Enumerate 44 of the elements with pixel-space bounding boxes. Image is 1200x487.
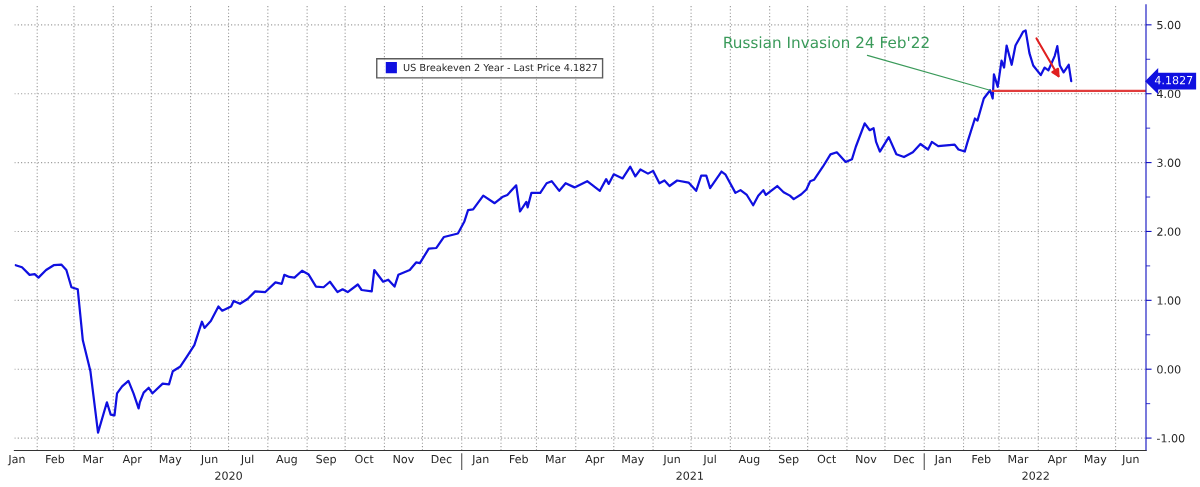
x-tick-label: Jan bbox=[934, 454, 951, 466]
x-tick-label: Oct bbox=[817, 454, 837, 464]
x-tick-label: Aug bbox=[738, 454, 760, 466]
x-tick-label: Sep bbox=[316, 454, 336, 466]
x2-tick-label: 2020 bbox=[215, 471, 242, 480]
x-tick-label: Nov bbox=[393, 454, 414, 464]
x-tick-label: Dec bbox=[431, 454, 452, 464]
x-tick-label: May bbox=[622, 454, 644, 466]
x-tick-label: Jun bbox=[1121, 454, 1139, 466]
x-tick-label: Oct bbox=[355, 454, 374, 464]
annotation: Russian Invasion 24 Feb'22 bbox=[724, 36, 929, 49]
y-tick-label: 1.00 bbox=[1157, 296, 1181, 305]
x-tick-label: May bbox=[1084, 454, 1107, 466]
x-tick-label: Jun bbox=[662, 454, 680, 466]
x-tick-label: Jul bbox=[240, 454, 254, 466]
x-tick-label: Feb bbox=[972, 454, 991, 464]
x-tick-label: Mar bbox=[83, 454, 104, 464]
x-tick-label: Nov bbox=[856, 454, 877, 464]
x-tick-label: Feb bbox=[46, 454, 65, 464]
y-tick-label: -1.00 bbox=[1156, 434, 1185, 443]
x-tick-label: Dec bbox=[894, 454, 915, 464]
y-tick-label: 2.00 bbox=[1157, 227, 1181, 236]
x-tick-label: Jul bbox=[702, 454, 716, 466]
legend-label: US Breakeven 2 Year - Last Price 4.1827 bbox=[403, 63, 597, 72]
x-tick-label: Sep bbox=[778, 454, 799, 466]
x-tick-label: Jan bbox=[471, 454, 489, 466]
x2-tick-label: 2022 bbox=[1022, 471, 1049, 480]
x-tick-label: Apr bbox=[122, 454, 142, 466]
line-series bbox=[14, 29, 1073, 434]
x-tick-label: Jan bbox=[7, 454, 25, 466]
x-tick-label: Jun bbox=[200, 454, 218, 466]
x2-tick-label: 2021 bbox=[676, 471, 703, 480]
x-tick-label: May bbox=[159, 454, 182, 466]
x-tick-label: Mar bbox=[1008, 454, 1029, 464]
y-tick-label: 4.00 bbox=[1156, 89, 1181, 99]
x-tick-label: Apr bbox=[1047, 454, 1067, 466]
x-tick-label: Mar bbox=[546, 454, 566, 464]
text: 4.1827 bbox=[1154, 75, 1193, 85]
y-tick-label: 0.00 bbox=[1157, 365, 1181, 374]
y-tick-label: 5.00 bbox=[1157, 20, 1181, 30]
x-tick-label: Apr bbox=[585, 454, 605, 466]
y-tick-label: 3.00 bbox=[1157, 158, 1181, 167]
x-tick-label: Feb bbox=[510, 454, 528, 464]
x-tick-label: Aug bbox=[276, 454, 297, 466]
